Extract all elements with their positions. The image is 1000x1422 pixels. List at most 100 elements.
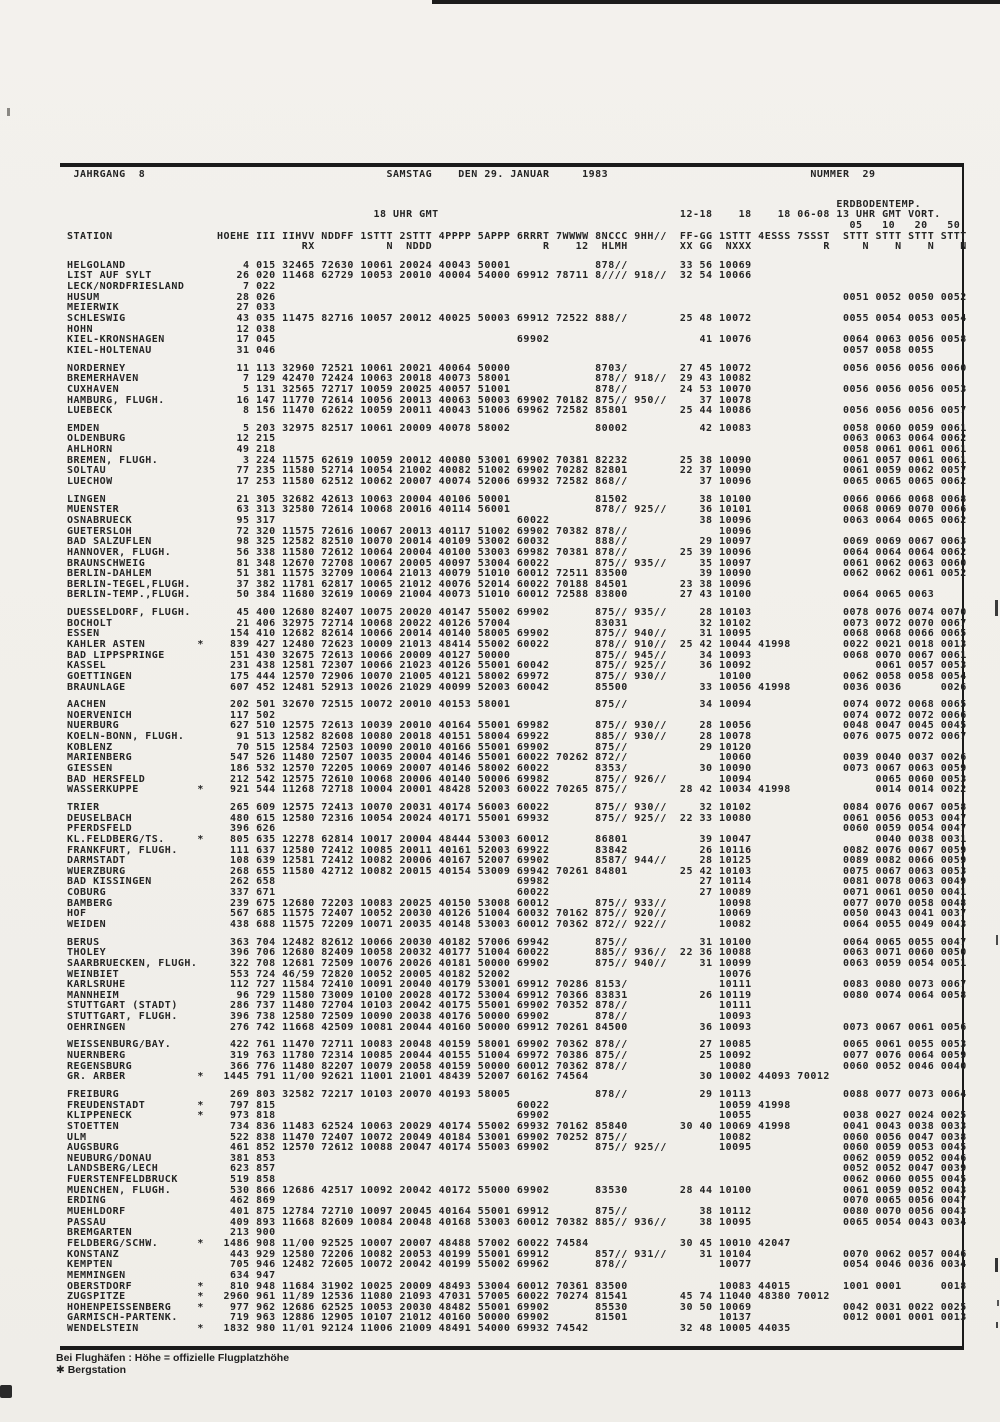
table-row: BERUS 363 704 12482 82612 10066 20030 40… xyxy=(67,936,967,948)
table-row: KASSEL 231 438 12581 72307 10066 21023 4… xyxy=(67,660,967,672)
scan-dash-artifact xyxy=(995,600,998,616)
table-row: KONSTANZ 443 929 12580 72206 10082 20053… xyxy=(67,1248,967,1260)
table-row: COBURG 337 671 60022 27 10089 0071 0061 … xyxy=(67,887,967,899)
table-row: BAD KISSINGEN 262 658 69982 27 10114 008… xyxy=(67,876,967,888)
table-row: MEMMINGEN 634 947 xyxy=(67,1269,967,1281)
table-row: MANNHEIM 96 729 11580 73009 10100 20028 … xyxy=(67,989,967,1001)
table-row: KEMPTEN 705 946 12482 72605 10072 20042 … xyxy=(67,1259,967,1271)
table-row: PFERDSFELD 396 626 0060 0059 0054 0047 xyxy=(67,823,967,835)
table-row: BRAUNLAGE 607 452 12481 52913 10026 2102… xyxy=(67,681,967,693)
table-row: LECK/NORDFRIESLAND 7 022 xyxy=(67,281,967,293)
table-row: DEUSELBACH 480 615 12580 72316 10054 200… xyxy=(67,812,967,824)
column-header-row: STATION HOEHE III IIHVV NDDFF 1STTT 2STT… xyxy=(67,230,967,242)
table-row: SCHLESWIG 43 035 11475 82716 10057 20012… xyxy=(67,313,967,325)
table-row: BREMEN, FLUGH. 3 224 11575 62619 10059 2… xyxy=(67,454,967,466)
table-row: THOLEY 396 706 12680 82409 10058 20032 4… xyxy=(67,947,967,959)
table-row: CUXHAVEN 5 131 32565 72717 10059 20025 4… xyxy=(67,383,967,395)
scan-dash-artifact xyxy=(996,1322,998,1328)
table-row: WEINBIET 553 724 46/59 72820 10052 20005… xyxy=(67,968,967,980)
table-row: GIESSEN 186 532 12570 72205 10069 20007 … xyxy=(67,763,967,775)
table-row: WEIDEN 438 688 11575 72209 10071 20035 4… xyxy=(67,919,967,930)
table-row: NUERBURG 627 510 12575 72613 10039 20010… xyxy=(67,720,967,732)
header-line-times: 18 UHR GMT 12-18 18 18 06-08 13 UHR GMT … xyxy=(67,209,941,221)
table-row: AHLHORN 49 218 0058 0061 0061 0061 xyxy=(67,444,967,456)
table-row: STUTTGART, FLUGH. 396 738 12580 72509 10… xyxy=(67,1011,967,1023)
table-row: MARIENBERG 547 526 11480 72507 10035 200… xyxy=(67,752,967,764)
footnote-airports: Bei Flughäfen : Höhe = offizielle Flugpl… xyxy=(56,1352,290,1364)
table-row: KIEL-HOLTENAU 31 046 0057 0058 0055 xyxy=(67,344,967,356)
table-row: NEUBURG/DONAU 381 853 0062 0059 0052 004… xyxy=(67,1152,967,1164)
table-row: TRIER 265 609 12575 72413 10070 20031 40… xyxy=(67,801,967,813)
station-group: BERUS 363 704 12482 82612 10066 20030 40… xyxy=(67,936,967,1034)
table-row: LIST AUF SYLT 26 020 11468 62729 10053 2… xyxy=(67,270,967,282)
station-group: LINGEN 21 305 32682 42613 10063 20004 40… xyxy=(67,493,967,601)
table-row: BREMGARTEN 213 900 xyxy=(67,1227,967,1239)
table-frame: JAHRGANG 8 SAMSTAG DEN 29. JANUAR 1983 N… xyxy=(60,163,967,1350)
table-row: LUECHOW 17 253 11580 62512 10062 20007 4… xyxy=(67,476,967,488)
table-row: ULM 522 838 11470 72407 10072 20049 4018… xyxy=(67,1131,967,1143)
table-row: HOF 567 685 11575 72407 10052 20030 4012… xyxy=(67,908,967,920)
station-group: DUESSELDORF, FLUGH. 45 400 12680 82407 1… xyxy=(67,607,967,693)
table-row: BAD HERSFELD 212 542 12575 72610 10068 2… xyxy=(67,773,967,785)
table-row: AACHEN 202 501 32670 72515 10072 20010 4… xyxy=(67,699,967,711)
table-row: BAD LIPPSPRINGE 151 430 32675 72613 1006… xyxy=(67,649,967,661)
scan-speck-artifact xyxy=(7,108,10,116)
table-header: ERDBODENTEMP. 18 UHR GMT 12-18 18 18 06-… xyxy=(67,198,967,253)
header-line-erdbodentemp: ERDBODENTEMP. xyxy=(67,198,922,210)
station-group: HELGOLAND 4 015 32465 72630 10061 20024 … xyxy=(67,260,967,357)
table-row: GR. ARBER * 1445 791 11/00 92621 11001 2… xyxy=(67,1071,967,1083)
scan-dash-artifact xyxy=(996,935,998,945)
table-row: WENDELSTEIN * 1832 980 11/01 92124 11006… xyxy=(67,1323,967,1335)
station-group: WEISSENBURG/BAY. 422 761 11470 72711 100… xyxy=(67,1040,967,1083)
station-group: EMDEN 5 203 32975 82517 10061 20009 4007… xyxy=(67,422,967,488)
table-row: BAD SALZUFLEN 98 325 12582 82510 10070 2… xyxy=(67,536,967,548)
table-row: BRAUNSCHWEIG 81 348 12670 72708 10067 20… xyxy=(67,557,967,569)
table-row: ERDING 462 869 0070 0065 0056 0047 xyxy=(67,1195,967,1207)
table-row: BERLIN-DAHLEM 51 381 11575 32709 10064 2… xyxy=(67,568,967,580)
station-group: FREIBURG 269 803 32582 72217 10103 20070… xyxy=(67,1089,967,1335)
table-row: HOHENPEISSENBERG * 977 962 12686 62525 1… xyxy=(67,1301,967,1313)
station-group: TRIER 265 609 12575 72413 10070 20031 40… xyxy=(67,801,967,931)
table-row: WASSERKUPPE * 921 544 11268 72718 10004 … xyxy=(67,784,967,796)
table-row: FUERSTENFELDBRUCK 519 858 0062 0060 0055… xyxy=(67,1174,967,1186)
footnotes: Bei Flughäfen : Höhe = offizielle Flugpl… xyxy=(56,1352,290,1376)
table-row: HAMBURG, FLUGH. 16 147 11770 72614 10056… xyxy=(67,394,967,406)
table-row: OBERSTDORF * 810 948 11684 31902 10025 2… xyxy=(67,1280,967,1292)
masthead: JAHRGANG 8 SAMSTAG DEN 29. JANUAR 1983 N… xyxy=(67,169,876,180)
table-row: SOLTAU 77 235 11580 52714 10054 21002 40… xyxy=(67,465,967,477)
table-row: HUSUM 28 026 0051 0052 0050 0052 xyxy=(67,291,967,303)
table-row: ZUGSPITZE * 2960 961 11/89 12536 11080 2… xyxy=(67,1291,967,1303)
table-row: MUENCHEN, FLUGH. 530 866 12686 42517 100… xyxy=(67,1184,967,1196)
table-row: KL.FELDBERG/TS. * 805 635 12278 62814 10… xyxy=(67,833,967,845)
table-row: NORDERNEY 11 113 32960 72521 10061 20021… xyxy=(67,362,967,374)
table-row: STUTTGART (STADT) 286 737 11480 72704 10… xyxy=(67,1000,967,1012)
table-row: MUEHLDORF 401 875 12784 72710 10097 2004… xyxy=(67,1206,967,1218)
table-row: MEIERWIK 27 033 xyxy=(67,302,967,314)
header-line-depths: 05 10 20 50 xyxy=(67,219,961,231)
table-row: DUESSELDORF, FLUGH. 45 400 12680 82407 1… xyxy=(67,607,967,619)
scan-dash-artifact xyxy=(997,1300,999,1306)
table-row: KAHLER ASTEN * 839 427 12480 72623 10009… xyxy=(67,638,967,650)
table-row: GOETTINGEN 175 444 12570 72906 10070 210… xyxy=(67,670,967,682)
table-row: GUETERSLOH 72 320 11575 72616 10067 2001… xyxy=(67,525,967,537)
table-row: KOELN-BONN, FLUGH. 91 513 12582 82608 10… xyxy=(67,731,967,743)
table-row: LINGEN 21 305 32682 42613 10063 20004 40… xyxy=(67,493,967,505)
table-row: NOERVENICH 117 502 0074 0072 0072 0066 xyxy=(67,709,967,721)
column-subheader-row: RX N NDDD R 12 HLMH XX GG NXXX R N N N N xyxy=(67,241,967,253)
table-row: LUEBECK 8 156 11470 62622 10059 20011 40… xyxy=(67,405,967,417)
table-row: FRANKFURT, FLUGH. 111 637 12580 72412 10… xyxy=(67,844,967,856)
table-row: FREUDENSTADT * 797 815 60022 10059 41998 xyxy=(67,1099,967,1111)
table-row: NUERNBERG 319 763 11780 72314 10085 2004… xyxy=(67,1050,967,1062)
table-row: BOCHOLT 21 406 32975 72714 10068 20022 4… xyxy=(67,617,967,629)
table-row: PASSAU 409 893 11668 82609 10084 20048 4… xyxy=(67,1216,967,1228)
table-row: WUERZBURG 268 655 11580 42712 10082 2001… xyxy=(67,865,967,877)
table-row: HOHN 12 038 xyxy=(67,323,967,335)
table-row: EMDEN 5 203 32975 82517 10061 20009 4007… xyxy=(67,422,967,434)
footnote-bergstation: ✱ Bergstation xyxy=(56,1363,127,1376)
table-row: OSNABRUECK 95 317 60022 38 10096 0063 00… xyxy=(67,514,967,526)
scan-dash-artifact xyxy=(995,1258,998,1272)
table-row: BERLIN-TEGEL,FLUGH. 37 382 11781 62817 1… xyxy=(67,578,967,590)
table-row: SAARBRUECKEN, FLUGH. 322 708 12681 72509… xyxy=(67,957,967,969)
table-row: BAMBERG 239 675 12680 72203 10083 20025 … xyxy=(67,897,967,909)
